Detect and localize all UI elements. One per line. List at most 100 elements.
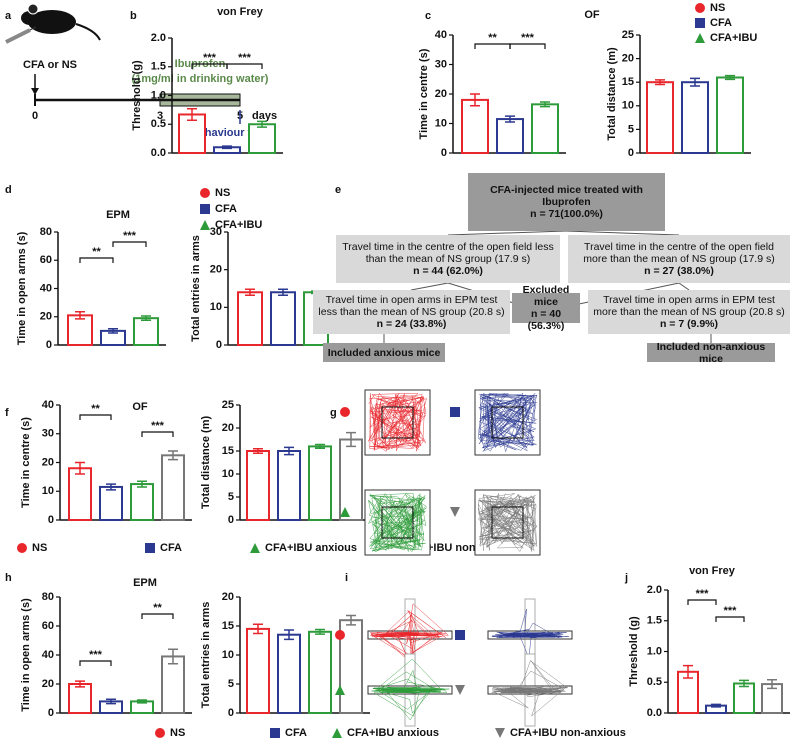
flow-node: Travel time in the centre of the open fi…: [568, 235, 790, 283]
flow-node: CFA-injected mice treated with Ibuprofen…: [468, 173, 665, 231]
y-tick-label: 20: [435, 88, 447, 100]
y-tick-label: 0: [48, 707, 54, 719]
y-axis-label: Total distance (m): [606, 47, 618, 141]
legend-label: CFA+IBU: [710, 32, 757, 44]
error-bar: [690, 77, 700, 87]
bar: [248, 123, 276, 154]
bar: [496, 118, 524, 154]
node-label: Travel time in the centre of the open fi…: [342, 241, 554, 265]
significance-bracket: [226, 63, 263, 69]
bar: [67, 314, 93, 346]
bar: [733, 682, 755, 714]
significance-bracket: [509, 43, 546, 49]
y-tick-label: 20: [210, 264, 222, 276]
significance-label: ***: [151, 420, 165, 432]
legend-label: NS: [710, 2, 725, 14]
y-tick-label: 40: [42, 399, 54, 411]
track: [367, 392, 427, 452]
flow-node: Included anxious mice: [323, 343, 445, 362]
legend-marker: [450, 407, 460, 417]
error-bar: [278, 288, 288, 297]
panel-label: i: [345, 572, 348, 584]
significance-bracket: [79, 660, 112, 666]
error-bar: [253, 447, 263, 455]
y-tick-label: 2.0: [647, 584, 662, 596]
y-tick-label: 80: [40, 226, 52, 238]
error-bar: [137, 699, 147, 704]
y-tick-label: 20: [222, 591, 234, 603]
error-bar: [75, 680, 85, 688]
node-label: Travel time in the centre of the open fi…: [583, 241, 775, 265]
node-count: n = 44 (62.0%): [413, 265, 483, 277]
error-bar: [683, 664, 693, 679]
y-tick-label: 2.0: [151, 32, 166, 44]
bar: [246, 627, 270, 715]
y-tick-label: 40: [42, 649, 54, 661]
legend-marker: [145, 543, 155, 553]
error-bar: [222, 145, 232, 150]
error-bar: [505, 115, 515, 123]
significance-label: ***: [724, 605, 738, 617]
error-bar: [540, 101, 550, 108]
treatment-label: CFA or NS: [23, 59, 77, 71]
flow-arrow: [410, 282, 449, 291]
bar: [716, 76, 744, 154]
y-axis-label: Total entries in arms: [200, 602, 212, 709]
panel-label: h: [5, 572, 12, 584]
significance-bracket: [141, 431, 174, 437]
legend-label: CFA+IBU anxious: [347, 727, 439, 739]
error-bar: [739, 679, 749, 688]
panel-label: b: [130, 10, 137, 22]
node-label: Included anxious mice: [327, 346, 441, 359]
bar: [246, 450, 270, 521]
y-axis-label: Time in open arms (s): [16, 231, 28, 345]
error-bar: [137, 480, 147, 488]
chart-title: EPM: [106, 209, 130, 221]
legend-marker: [200, 188, 210, 198]
y-axis-label: Total distance (m): [200, 416, 212, 510]
y-axis-label: Time in centre (s): [20, 417, 32, 508]
flow-arrow: [447, 230, 567, 236]
error-bar: [168, 648, 178, 665]
y-tick-label: 60: [42, 620, 54, 632]
y-tick-label: 0.0: [647, 707, 662, 719]
node-label: Travel time in open arms in EPM test les…: [318, 294, 505, 318]
legend-label: NS: [215, 187, 230, 199]
y-tick-label: 20: [42, 678, 54, 690]
error-bar: [108, 328, 118, 334]
significance-bracket: [79, 414, 112, 420]
arena-centre: [381, 406, 414, 439]
flow-arrow: [565, 230, 680, 236]
legend-marker: [450, 507, 460, 517]
significance-label: ***: [89, 649, 103, 661]
bar: [68, 467, 92, 521]
error-bar: [284, 446, 294, 456]
bar: [270, 291, 296, 346]
flow-node: Included non-anxious mice: [647, 341, 775, 365]
legend-marker: [200, 220, 210, 230]
track: [491, 660, 569, 717]
y-tick-label: 40: [40, 282, 52, 294]
day-unit: days: [252, 110, 277, 122]
y-axis-label: Threshold (g): [628, 616, 640, 687]
y-tick-label: 1.5: [647, 615, 662, 627]
mouse-icon: [5, 3, 101, 44]
node-count: n = 71(100.0%): [530, 208, 603, 220]
legend-marker: [455, 630, 465, 640]
bar: [99, 485, 123, 521]
legend-marker: [340, 407, 350, 417]
y-tick-label: 15: [222, 620, 234, 632]
y-axis-label: Time in open arms (s): [20, 598, 32, 712]
bar: [133, 317, 159, 347]
legend-label: CFA+IBU non-anxious: [510, 727, 626, 739]
bar: [277, 450, 301, 521]
chart-title: von Frey: [217, 6, 264, 18]
legend-marker: [335, 630, 345, 640]
legend-marker: [695, 18, 705, 28]
track: [369, 603, 450, 669]
dose-label: (1mg/ml in drinking water): [132, 73, 269, 85]
error-bar: [315, 628, 325, 635]
y-tick-label: 0.5: [647, 676, 662, 688]
y-tick-label: 0.5: [151, 118, 166, 130]
